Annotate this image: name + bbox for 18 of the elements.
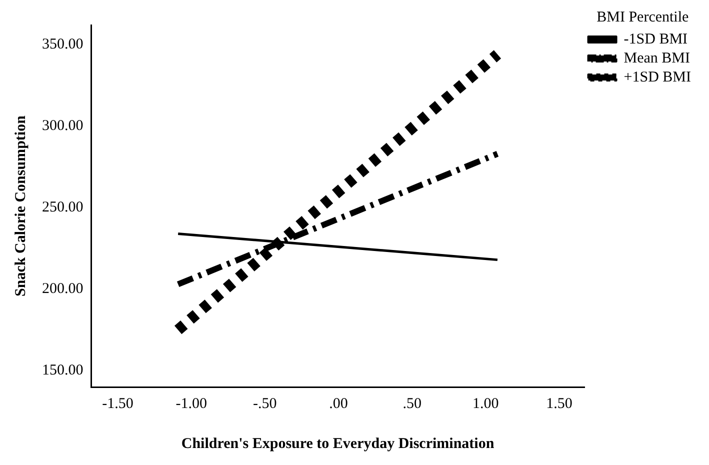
legend-label: +1SD BMI [624, 69, 692, 86]
y-tick-label: 250.00 [42, 200, 84, 216]
x-tick-label: -.50 [253, 396, 277, 412]
legend-title: BMI Percentile [596, 9, 690, 26]
x-tick-label: -1.00 [176, 396, 207, 412]
y-axis-title: Snack Calorie Consumption [12, 114, 29, 296]
x-tick-label: .50 [402, 396, 422, 412]
y-tick-label: 300.00 [42, 118, 84, 134]
x-tick-label: -1.50 [102, 396, 134, 412]
x-tick-label: 1.50 [546, 396, 572, 412]
legend-label: -1SD BMI [624, 31, 688, 48]
x-tick-label: .00 [329, 396, 348, 412]
y-tick-label: 200.00 [42, 281, 84, 298]
y-tick-label: 150.00 [42, 362, 84, 379]
y-tick-label: 350.00 [42, 36, 84, 53]
x-axis-title: Children's Exposure to Everyday Discrimination [181, 436, 495, 452]
legend-label: Mean BMI [624, 50, 690, 66]
x-tick-label: 1.00 [472, 396, 499, 412]
